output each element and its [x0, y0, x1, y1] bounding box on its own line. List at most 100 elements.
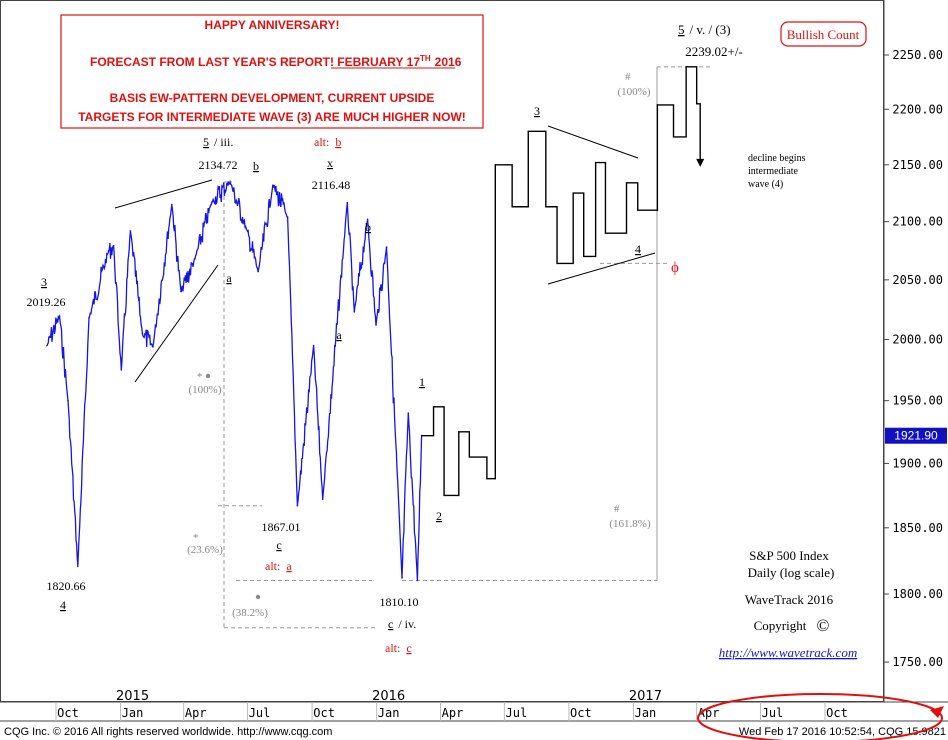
footer-right: Wed Feb 17 2016 10:52:54, CQG 15.9821 [739, 726, 946, 738]
x-axis: Oct Jan Apr Jul Oct Jan Apr Jul Oct Jan Apr Jul Oct 2… [55, 689, 848, 721]
x-month-label: Jul [762, 706, 784, 720]
forecast-point [556, 262, 558, 265]
price-point [366, 218, 369, 221]
alt-a-prefix: alt: [265, 559, 280, 573]
fib-dot-2 [255, 594, 261, 600]
wave-c1-value: 1867.01 [262, 520, 301, 534]
wave-5-iii-num: 5 [203, 135, 209, 149]
fib-236: (23.6%) [187, 544, 223, 556]
y-tick-label: 2000.00 [892, 333, 943, 347]
last-price-value: 1921.90 [894, 429, 938, 443]
forecast-point [672, 136, 675, 138]
wave-b2-label: b [365, 220, 371, 234]
price-point [88, 317, 90, 319]
price-point [346, 201, 349, 204]
price-point [353, 311, 356, 313]
header-box [60, 14, 484, 129]
y-tick-label: 1850.00 [892, 521, 943, 535]
forecast-point [421, 435, 423, 437]
alt-c-label: alt: c [385, 641, 412, 655]
y-tick-label: 2250.00 [892, 48, 943, 62]
bullish-count-box [780, 21, 867, 47]
wave-5-iii-value: 2134.72 [199, 158, 238, 172]
price-point [120, 369, 123, 371]
header-line-1: HAPPY ANNIVERSARY! [205, 18, 340, 32]
forecast-point [595, 161, 597, 164]
trendline-lower-2015 [134, 264, 219, 383]
last-price-tag [885, 427, 947, 444]
wave-5-iii-suffix: / iii. [214, 135, 233, 149]
forecast-wave-2: 2 [436, 509, 442, 523]
y-tick-label: 2200.00 [892, 102, 943, 116]
alt-b-label: alt: b [314, 135, 341, 149]
y-tick-label: 2050.00 [892, 273, 943, 287]
decline-line-2: intermediate [748, 166, 799, 177]
price-point [129, 230, 132, 232]
x-month-label: Oct [570, 706, 592, 720]
forecast-point [486, 478, 488, 480]
wavetrack-link[interactable]: http://www.wavetrack.com [719, 645, 857, 660]
series-layer [46, 66, 705, 582]
wave-x-value: 2116.48 [312, 178, 351, 192]
decline-arrow-head [696, 158, 705, 167]
chart-source: WaveTrack 2016 [745, 592, 834, 607]
fib-star-2: * [193, 532, 199, 544]
x-month-label: Jul [506, 706, 528, 720]
x-month-label: Oct [826, 706, 848, 720]
x-month-label: Jan [378, 706, 400, 720]
header-line-3: BASIS EW-PATTERN DEVELOPMENT, CURRENT UP… [110, 91, 435, 105]
forecast-point [572, 192, 574, 194]
x-year-label: 2017 [629, 689, 662, 704]
alt-c-letter: c [406, 641, 411, 655]
alt-c-prefix: alt: [385, 641, 400, 655]
wave-3-old-value: 2019.26 [27, 295, 66, 309]
forecast-point [656, 104, 658, 106]
phi-symbol: ϕ [671, 260, 679, 276]
y-tick-label: 1900.00 [892, 456, 943, 470]
price-point [245, 227, 248, 230]
wave-a1-label: a [226, 271, 232, 285]
wave-4-value: 1820.66 [47, 579, 86, 593]
wave-x-label: x [327, 156, 333, 170]
x-month-label: Jan [635, 706, 657, 720]
trendline-upper-2015 [114, 179, 213, 209]
wave-5-num: 5 [678, 22, 685, 37]
alt-a-letter: a [286, 559, 292, 573]
price-point [194, 257, 196, 260]
forecast-point [604, 232, 607, 234]
triangle-lower-line [547, 252, 656, 285]
copyright-symbol: © [817, 616, 830, 635]
price-point [321, 498, 324, 501]
x-year-label: 2015 [116, 689, 149, 704]
fib-100-1: (100%) [189, 384, 222, 396]
alt-b-letter: b [335, 135, 341, 149]
y-tick-label: 1750.00 [892, 655, 943, 669]
header-line-2-main: FORECAST FROM LAST YEAR'S REPORT! FEBRUA… [90, 55, 420, 69]
wave-c2-label: c / iv. [388, 617, 416, 631]
y-tick-label: 2150.00 [892, 158, 943, 172]
x-month-label: Apr [442, 706, 464, 720]
price-point [77, 565, 79, 568]
chart-subtitle: Daily (log scale) [748, 565, 835, 580]
price-point [375, 324, 377, 326]
bullish-count-label: Bullish Count [787, 27, 860, 42]
forecast-wave-3: 3 [534, 104, 540, 118]
x-year-label: 2016 [372, 689, 405, 704]
forecast-point [545, 206, 547, 208]
price-point [272, 184, 274, 186]
price-point [141, 332, 144, 335]
x-month-label: Oct [57, 706, 79, 720]
wave-3-old-label: 3 [41, 275, 47, 289]
forecast-wave-4: 4 [635, 242, 641, 256]
x-month-label: Jul [249, 706, 271, 720]
wave-5-suffix: / v. / (3) [690, 22, 731, 37]
decline-line-1: decline begins [748, 153, 806, 164]
fib-star-1: * [197, 371, 203, 383]
price-point [385, 246, 388, 248]
fib-hash-2: # [614, 503, 620, 515]
header-line-2-sup: TH [420, 54, 431, 63]
price-point [58, 315, 61, 318]
price-point [211, 201, 213, 203]
wave-5-iii-label: 5 / iii. [203, 135, 233, 149]
